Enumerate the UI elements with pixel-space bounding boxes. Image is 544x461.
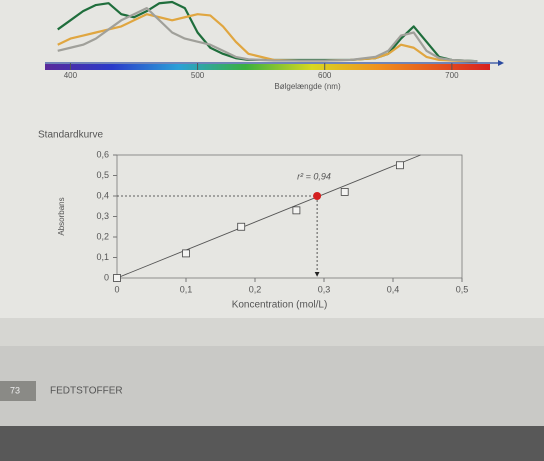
page-number: 73 (10, 385, 20, 395)
x-tick-label: 0 (114, 284, 119, 294)
x-tick-label: 0,2 (249, 284, 262, 294)
paper-band (0, 318, 544, 346)
y-tick-label: 0 (104, 272, 109, 282)
x-tick-label: 0,3 (318, 284, 331, 294)
y-tick-label: 0,2 (96, 231, 109, 241)
y-tick-label: 0,1 (96, 252, 109, 262)
x-tick-label: 0,1 (180, 284, 193, 294)
x-axis-label: Koncentration (mol/L) (232, 300, 328, 311)
table-edge (0, 426, 544, 461)
y-axis-label: Absorbans (57, 197, 66, 235)
x-tick-label: 400 (64, 71, 78, 80)
y-tick-label: 0,5 (96, 170, 109, 180)
highlight-point (313, 192, 321, 200)
textbook-page: 73 FEDTSTOFFER 400 500 600 700 Bølgelængde (… (0, 0, 544, 461)
data-point (293, 207, 300, 214)
data-point (183, 250, 190, 257)
x-tick-label: 500 (191, 71, 205, 80)
annotation: r² = 0,94 (297, 171, 331, 181)
data-point (396, 162, 403, 169)
y-tick-label: 0,4 (96, 190, 109, 200)
chart-title: Standardkurve (38, 130, 103, 141)
x-tick-label: 0,4 (387, 284, 400, 294)
page: 73 FEDTSTOFFER 400 500 600 700 Bølgelængde (… (0, 0, 544, 461)
x-tick-label: 0,5 (456, 284, 469, 294)
spectrum-bar (45, 64, 490, 70)
data-point (114, 275, 121, 282)
x-axis-label: Bølgelængde (nm) (274, 82, 341, 91)
data-point (238, 223, 245, 230)
section-title: FEDTSTOFFER (50, 386, 123, 397)
x-tick-label: 700 (445, 71, 459, 80)
y-tick-label: 0,6 (96, 149, 109, 159)
x-tick-label: 600 (318, 71, 332, 80)
data-point (341, 188, 348, 195)
y-tick-label: 0,3 (96, 211, 109, 221)
